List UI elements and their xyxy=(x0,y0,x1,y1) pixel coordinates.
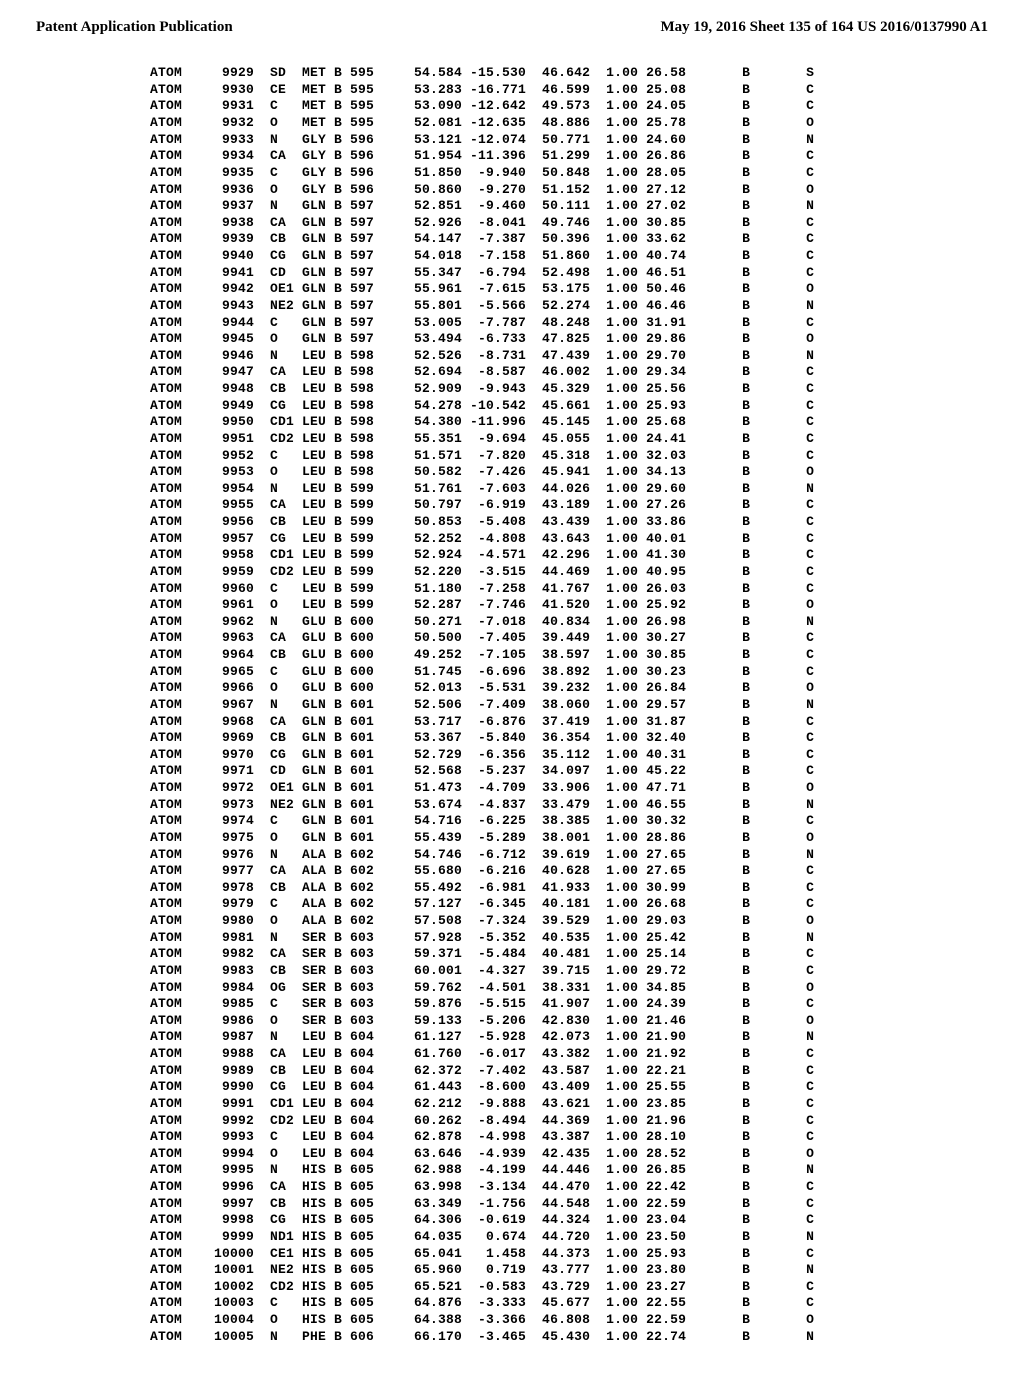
pdb-record-block: ATOM 9929 SD MET B 595 54.584 -15.530 46… xyxy=(0,45,1024,1373)
header-left: Patent Application Publication xyxy=(36,18,233,37)
header-right: May 19, 2016 Sheet 135 of 164 US 2016/01… xyxy=(661,18,989,37)
page-header: Patent Application Publication May 19, 2… xyxy=(0,0,1024,45)
